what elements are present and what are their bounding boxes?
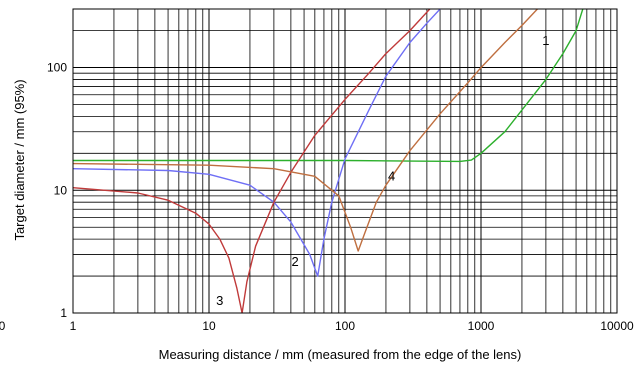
series-curves [73, 9, 584, 313]
curve-label-1: 1 [542, 33, 549, 48]
curve-label-2: 2 [292, 254, 299, 269]
x-tick-label: 1000 [468, 319, 495, 333]
x-axis-label: Measuring distance / mm (measured from t… [159, 347, 522, 362]
series-line-1 [73, 9, 584, 163]
y-tick-label: 10 [54, 183, 68, 197]
plot-frame [72, 8, 618, 314]
y-tick-labels: 1 10 100 [47, 61, 67, 320]
curve-labels: 1 2 3 4 [216, 33, 549, 308]
curve-label-3: 3 [216, 293, 223, 308]
series-line-3 [73, 9, 431, 313]
y-tick-label: 100 [47, 61, 67, 75]
series-line-2 [73, 9, 441, 277]
x-tick-label: 10000 [600, 319, 634, 333]
x-tick-labels: 1 10 100 1000 10000 [70, 319, 634, 333]
y-tick-label: 1 [60, 306, 67, 320]
x-tick-label: 100 [335, 319, 355, 333]
curve-label-4: 4 [388, 168, 395, 183]
x-tick-label: 1 [70, 319, 77, 333]
y-axis-label: Target diameter / mm (95%) [12, 79, 27, 240]
x-tick-label: 10 [202, 319, 216, 333]
x-axis-edge-label: 0 [0, 319, 6, 333]
series-line-4 [73, 9, 538, 252]
